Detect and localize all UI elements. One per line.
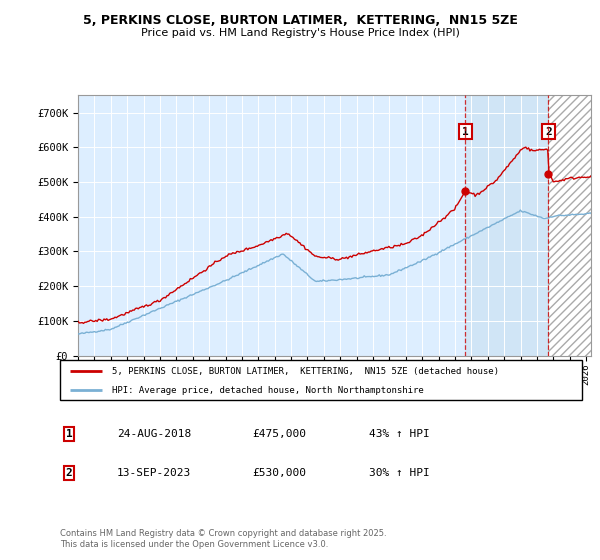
Text: 1: 1 [65,429,73,439]
Text: 5, PERKINS CLOSE, BURTON LATIMER,  KETTERING,  NN15 5ZE (detached house): 5, PERKINS CLOSE, BURTON LATIMER, KETTER… [112,367,499,376]
Text: 30% ↑ HPI: 30% ↑ HPI [369,468,430,478]
Text: 2: 2 [545,127,552,137]
Bar [466,95,548,356]
Text: 24-AUG-2018: 24-AUG-2018 [117,429,191,439]
Text: Contains HM Land Registry data © Crown copyright and database right 2025.
This d: Contains HM Land Registry data © Crown c… [60,529,386,549]
Text: £475,000: £475,000 [252,429,306,439]
Text: Price paid vs. HM Land Registry's House Price Index (HPI): Price paid vs. HM Land Registry's House … [140,28,460,38]
Text: 13-SEP-2023: 13-SEP-2023 [117,468,191,478]
Text: 1: 1 [462,127,469,137]
Text: £530,000: £530,000 [252,468,306,478]
FancyBboxPatch shape [60,360,582,400]
Text: 5, PERKINS CLOSE, BURTON LATIMER,  KETTERING,  NN15 5ZE: 5, PERKINS CLOSE, BURTON LATIMER, KETTER… [83,14,517,27]
Text: 2: 2 [65,468,73,478]
Text: 43% ↑ HPI: 43% ↑ HPI [369,429,430,439]
Text: HPI: Average price, detached house, North Northamptonshire: HPI: Average price, detached house, Nort… [112,386,424,395]
